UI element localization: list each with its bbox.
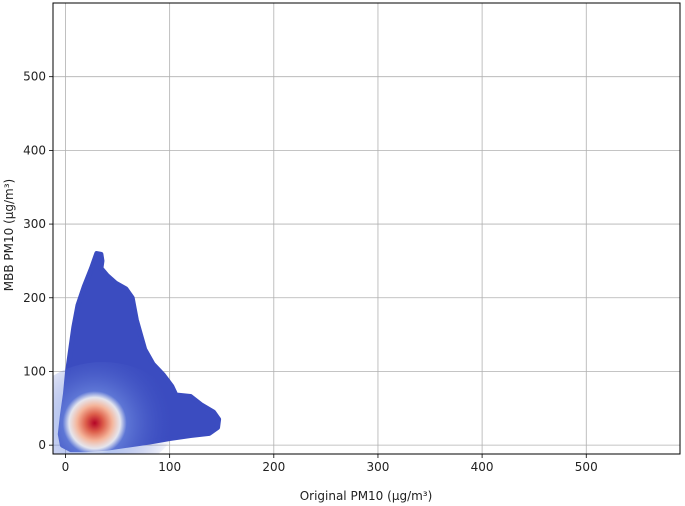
- point-cloud: [53, 251, 222, 454]
- y-tick-label: 500: [23, 70, 46, 84]
- x-axis-title: Original PM10 (μg/m³): [300, 489, 433, 503]
- x-tick-label: 500: [575, 460, 598, 474]
- x-tick-label: 400: [471, 460, 494, 474]
- plot-frame: [52, 2, 681, 455]
- y-tick-label: 400: [23, 143, 46, 157]
- x-tick-label: 100: [158, 460, 181, 474]
- x-tick-label: 300: [367, 460, 390, 474]
- y-tick-label: 100: [23, 364, 46, 378]
- x-tick-label: 0: [62, 460, 70, 474]
- y-tick-label: 300: [23, 217, 46, 231]
- x-tick-label: 200: [262, 460, 285, 474]
- y-tick-label: 200: [23, 291, 46, 305]
- y-axis-title: MBB PM10 (μg/m³): [2, 179, 16, 291]
- axis-ticks: 0 100 200 300 400 500 0 100 200 300 400 500: [23, 70, 598, 474]
- density-peak: [62, 391, 127, 454]
- y-tick-label: 0: [38, 438, 46, 452]
